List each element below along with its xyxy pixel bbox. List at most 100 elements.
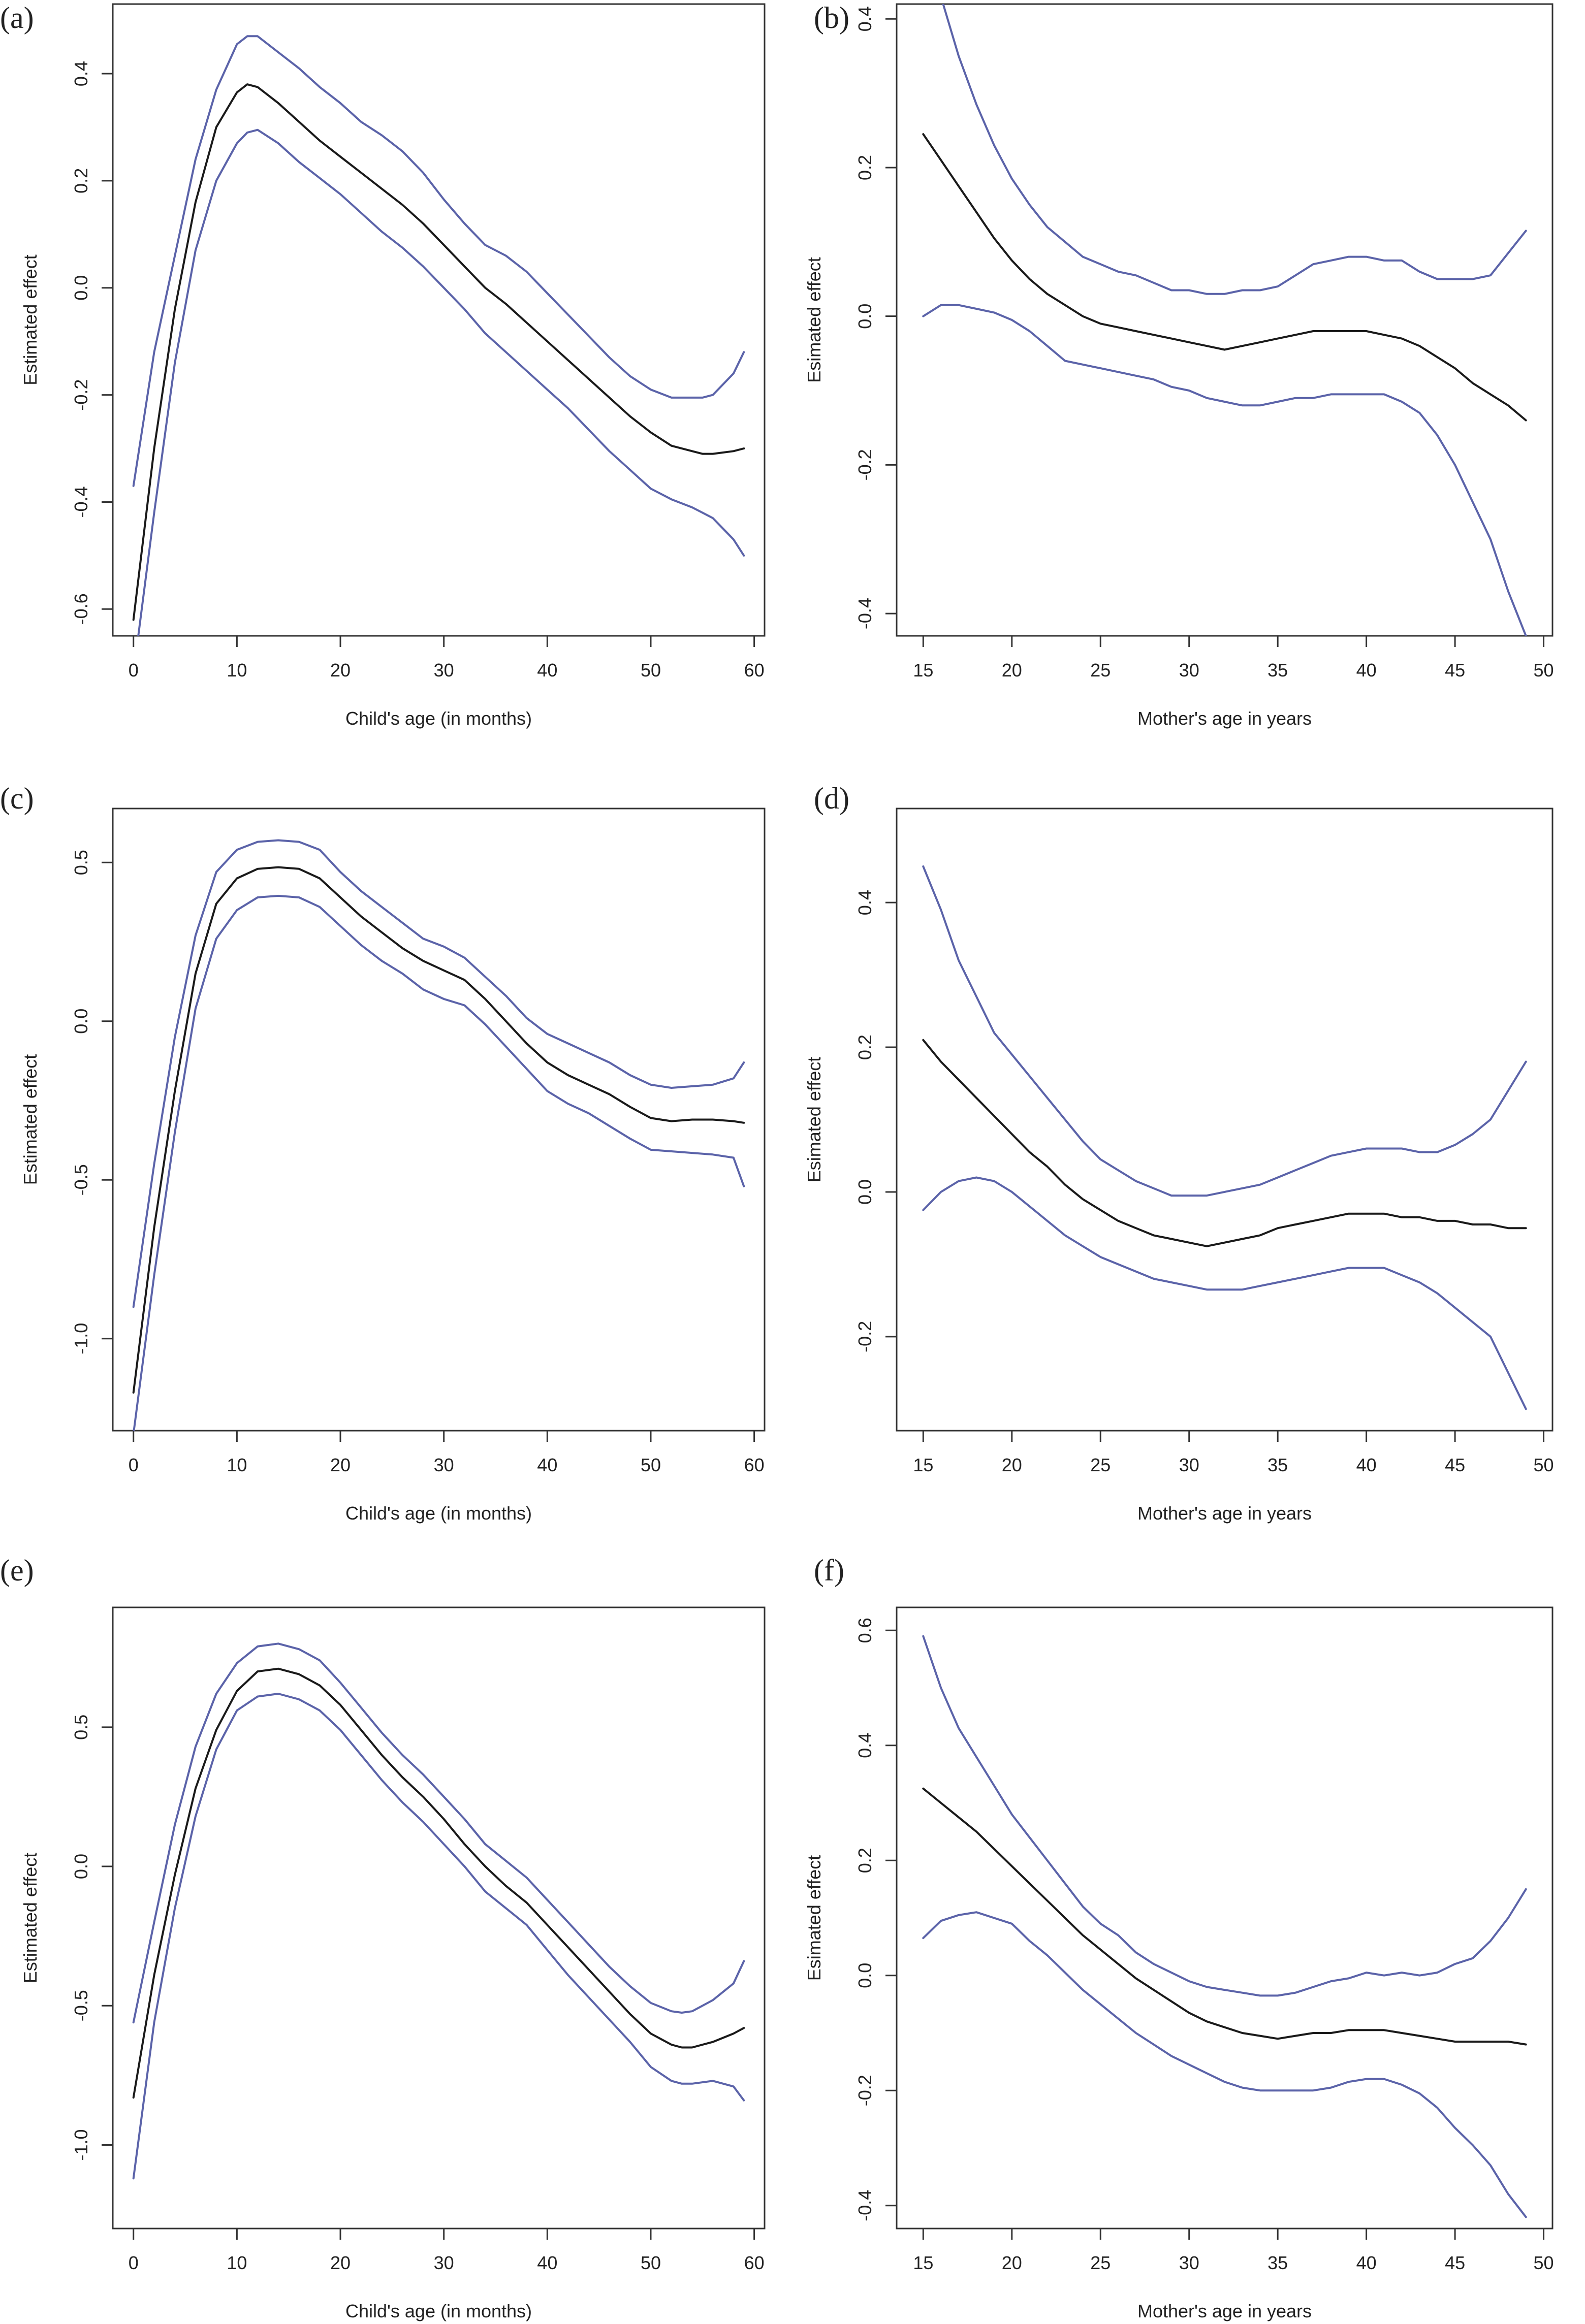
lower-confidence-line — [133, 894, 745, 1431]
x-axis-title: Mother's age in years — [1137, 708, 1312, 729]
y-axis-title: Esimated effect — [804, 1855, 825, 1981]
y-tick-label: -0.6 — [71, 593, 91, 625]
series-group — [132, 839, 745, 1431]
y-tick-label: 0.5 — [71, 850, 91, 875]
x-tick-label: 30 — [1179, 1455, 1199, 1475]
estimate-line — [922, 1787, 1527, 2046]
estimate-line — [132, 1667, 745, 2099]
upper-confidence-line — [922, 865, 1527, 1197]
x-axis-title: Child's age (in months) — [345, 1503, 532, 1524]
x-tick-label: 50 — [1534, 1455, 1554, 1475]
panel-a: (a) 0 10 20 30 40 50 60 -0.6 -0.4 -0.2 0.0 0.2 0.4 Chi… — [0, 1, 766, 729]
x-tick-label: 60 — [744, 2252, 765, 2273]
x-tick-label: 30 — [1179, 660, 1199, 681]
y-tick-label: 0.4 — [854, 1733, 875, 1758]
x-tick-label: 50 — [1534, 2252, 1554, 2273]
x-tick-label: 25 — [1090, 2252, 1111, 2273]
x-tick-label: 30 — [434, 2252, 454, 2273]
upper-confidence-line — [942, 4, 1527, 295]
x-tick-label: 35 — [1267, 2252, 1288, 2273]
panel-letter: (a) — [0, 1, 34, 35]
series-group — [132, 1642, 745, 2180]
x-tick-label: 45 — [1445, 660, 1465, 681]
lower-confidence-line — [137, 128, 745, 636]
plot-frame — [896, 3, 1554, 637]
upper-confidence-line — [922, 1635, 1527, 1997]
x-tick-label: 0 — [129, 660, 139, 681]
plot-frame — [112, 808, 766, 1432]
series-group — [922, 1635, 1527, 2218]
x-tick-label: 20 — [330, 1455, 351, 1475]
y-tick-label: -0.4 — [71, 486, 91, 518]
panel-letter: (f) — [814, 1554, 844, 1587]
y-tick-label: -0.5 — [71, 1990, 91, 2021]
panel-letter: (c) — [0, 782, 34, 815]
x-tick-label: 20 — [1002, 2252, 1022, 2273]
x-tick-label: 60 — [744, 1455, 765, 1475]
x-axis-title: Child's age (in months) — [345, 708, 532, 729]
y-tick-label: 0.2 — [854, 1035, 875, 1060]
estimate-line — [922, 1039, 1527, 1247]
x-tick-label: 40 — [1356, 2252, 1377, 2273]
y-tick-label: -1.0 — [71, 2129, 91, 2160]
x-tick-label: 30 — [434, 1455, 454, 1475]
x-tick-label: 40 — [537, 660, 557, 681]
y-tick-label: 0.0 — [71, 275, 91, 301]
lower-confidence-line — [922, 1176, 1527, 1410]
panel-c: (c) 0 10 20 30 40 50 60 -1.0 -0.5 0.0 0.5 Child's ag… — [0, 782, 766, 1524]
y-tick-label: 0.4 — [854, 6, 875, 31]
y-tick-label: 0.2 — [854, 155, 875, 180]
x-axis-title: Mother's age in years — [1137, 2301, 1312, 2321]
x-tick-label: 30 — [434, 660, 454, 681]
series-group — [132, 35, 745, 636]
x-tick-label: 40 — [537, 1455, 557, 1475]
y-axis-title: Esimated effect — [804, 257, 825, 382]
upper-confidence-line — [132, 35, 745, 487]
lower-confidence-line — [132, 1693, 745, 2180]
panel-b: (b) 15 20 25 30 35 40 45 50 -0.4 -0.2 0.0 0.2 0.4 Moth… — [804, 1, 1554, 729]
y-tick-label: -0.4 — [854, 598, 875, 629]
y-axis-title: Esimated effect — [804, 1057, 825, 1182]
y-tick-label: -1.0 — [71, 1323, 91, 1354]
y-tick-label: 0.0 — [854, 1179, 875, 1205]
y-tick-label: 0.4 — [854, 890, 875, 915]
x-tick-label: 35 — [1267, 1455, 1288, 1475]
y-tick-label: 0.6 — [854, 1618, 875, 1643]
plot-frame — [112, 1606, 766, 2230]
y-tick-label: -0.2 — [71, 379, 91, 411]
x-tick-label: 0 — [129, 1455, 139, 1475]
x-tick-label: 10 — [227, 1455, 247, 1475]
x-tick-label: 25 — [1090, 1455, 1111, 1475]
x-tick-label: 35 — [1267, 660, 1288, 681]
x-tick-label: 30 — [1179, 2252, 1199, 2273]
y-tick-label: -0.2 — [854, 2075, 875, 2106]
plot-frame — [112, 3, 766, 637]
lower-confidence-line — [922, 304, 1527, 636]
y-tick-label: 0.0 — [71, 1009, 91, 1034]
x-tick-label: 15 — [913, 660, 933, 681]
lower-confidence-line — [922, 1911, 1527, 2218]
y-tick-label: -0.4 — [854, 2190, 875, 2221]
x-tick-label: 60 — [744, 660, 765, 681]
x-tick-label: 45 — [1445, 2252, 1465, 2273]
panel-letter: (d) — [814, 782, 849, 815]
x-tick-label: 50 — [641, 1455, 661, 1475]
x-tick-label: 50 — [1534, 660, 1554, 681]
panel-d: (d) 15 20 25 30 35 40 45 50 -0.2 0.0 0.2 0.4 Mother's… — [804, 782, 1554, 1524]
estimate-line — [132, 83, 745, 621]
x-tick-label: 15 — [913, 1455, 933, 1475]
x-tick-label: 40 — [1356, 1455, 1377, 1475]
y-tick-label: 0.4 — [71, 61, 91, 86]
panel-e: (e) 0 10 20 30 40 50 60 -1.0 -0.5 0.0 0.5 Child's ag… — [0, 1554, 766, 2321]
x-tick-label: 10 — [227, 660, 247, 681]
upper-confidence-line — [132, 1642, 745, 2024]
x-axis-title: Child's age (in months) — [345, 2301, 532, 2321]
panel-letter: (e) — [0, 1554, 34, 1587]
panel-letter: (b) — [814, 1, 849, 35]
x-tick-label: 40 — [1356, 660, 1377, 681]
y-tick-label: 0.0 — [854, 1963, 875, 1988]
x-tick-label: 20 — [1002, 1455, 1022, 1475]
y-tick-label: -0.2 — [854, 449, 875, 480]
x-tick-label: 45 — [1445, 1455, 1465, 1475]
